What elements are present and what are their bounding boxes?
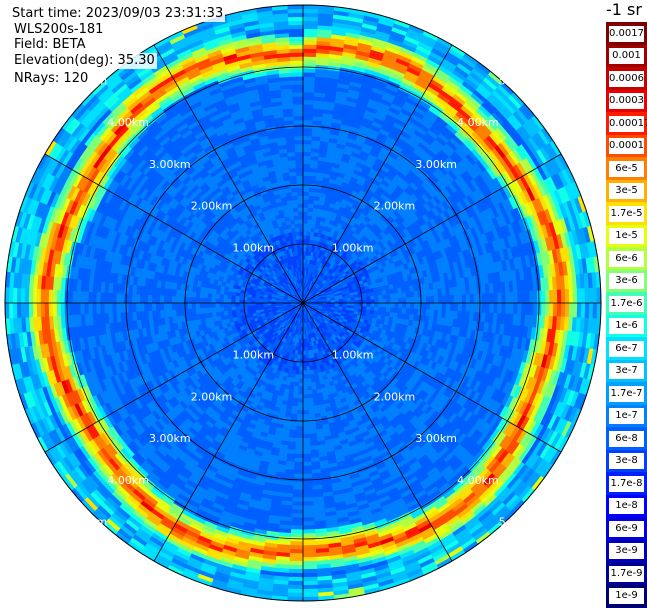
colorbar-level: 6e-9 xyxy=(606,517,647,540)
colorbar-level: 0.0001 xyxy=(606,134,647,158)
colorbar-level: 1.7e-6 xyxy=(606,292,647,315)
colorbar-level: 3e-6 xyxy=(606,269,647,293)
colorbar-level: 1.7e-5 xyxy=(606,202,647,225)
backscatter-field xyxy=(4,4,602,602)
range-label: 5.00km xyxy=(499,516,541,529)
start-time-label: Start time: 2023/09/03 23:31:33 xyxy=(10,6,226,22)
field-label: Field: BETA xyxy=(12,37,88,53)
range-label: 4.00km xyxy=(107,116,149,129)
colorbar-level-label: 6e-8 xyxy=(609,430,644,447)
range-label: 4.00km xyxy=(107,474,149,487)
range-label: 3.00km xyxy=(415,158,457,171)
nrays-label: NRays: 120 xyxy=(12,71,91,87)
colorbar-level: 1.7e-7 xyxy=(606,382,647,405)
range-label: 3.00km xyxy=(149,432,191,445)
colorbar-level-label: 0.0006 xyxy=(609,70,644,87)
range-label: 3.00km xyxy=(415,432,457,445)
colorbar-level-label: 1.7e-5 xyxy=(609,205,644,222)
colorbar: 0.0017 0.001 0.0006 0.0003 0.00017 0.0001 6e-5… xyxy=(606,22,647,608)
range-label: 4.00km xyxy=(457,474,499,487)
colorbar-level: 3e-8 xyxy=(606,449,647,473)
range-label: 5.00km xyxy=(66,516,108,529)
colorbar-level: 3e-5 xyxy=(606,179,647,203)
colorbar-level-label: 0.00017 xyxy=(609,115,647,132)
colorbar-level-label: 1.7e-7 xyxy=(609,385,644,402)
range-label: 1.00km xyxy=(232,349,274,362)
colorbar-level-label: 1.7e-6 xyxy=(609,295,644,312)
range-labels: 1.00km 1.00km 1.00km 1.00km 2.00km 2.00km 2.00… xyxy=(66,74,541,528)
colorbar-level-label: 6e-7 xyxy=(609,340,644,357)
colorbar-level-label: 1e-7 xyxy=(609,408,644,424)
colorbar-level-label: 1e-6 xyxy=(609,318,644,334)
colorbar-level: 1.7e-8 xyxy=(606,472,647,495)
colorbar-level: 6e-5 xyxy=(606,157,647,180)
colorbar-level-label: 6e-6 xyxy=(609,250,644,267)
ppi-plot: 1.00km 1.00km 1.00km 1.00km 2.00km 2.00km 2.00… xyxy=(4,4,602,602)
range-label: 1.00km xyxy=(332,349,374,362)
colorbar-level-label: 1.7e-9 xyxy=(609,565,644,582)
range-label: 2.00km xyxy=(191,390,233,403)
colorbar-level: 1e-8 xyxy=(606,494,647,518)
colorbar-level: 0.0006 xyxy=(606,67,647,90)
colorbar-level: 6e-8 xyxy=(606,427,647,450)
colorbar-level: 0.0017 xyxy=(606,22,647,45)
colorbar-level: 1e-6 xyxy=(606,314,647,338)
colorbar-level-label: 1.7e-8 xyxy=(609,475,644,492)
range-label: 5.00km xyxy=(499,74,541,87)
colorbar-level: 6e-7 xyxy=(606,337,647,360)
range-label: 4.00km xyxy=(457,116,499,129)
elevation-label: Elevation(deg): 35.30 xyxy=(12,53,157,69)
range-label: 2.00km xyxy=(374,390,416,403)
colorbar-level-label: 0.0017 xyxy=(609,25,644,42)
range-label: 3.00km xyxy=(149,158,191,171)
range-label: 1.00km xyxy=(232,241,274,254)
colorbar-level: 1e-9 xyxy=(606,584,647,608)
range-label: 2.00km xyxy=(191,200,233,213)
colorbar-level: 0.001 xyxy=(606,44,647,68)
colorbar-level: 1.7e-9 xyxy=(606,562,647,585)
colorbar-level-label: 6e-9 xyxy=(609,520,644,537)
colorbar-level-label: 3e-7 xyxy=(609,363,644,379)
colorbar-level: 0.00017 xyxy=(606,112,647,135)
colorbar-level: 1e-7 xyxy=(606,404,647,428)
colorbar-level-label: 6e-5 xyxy=(609,160,644,177)
colorbar-level: 1e-5 xyxy=(606,224,647,248)
colorbar-level: 3e-9 xyxy=(606,539,647,563)
colorbar-level: 0.0003 xyxy=(606,89,647,113)
colorbar-level-label: 3e-9 xyxy=(609,543,644,559)
colorbar-level-label: 0.001 xyxy=(609,48,644,64)
colorbar-level-label: 3e-5 xyxy=(609,183,644,199)
range-label: 2.00km xyxy=(374,200,416,213)
colorbar-level: 6e-6 xyxy=(606,247,647,270)
colorbar-level-label: 1e-8 xyxy=(609,498,644,514)
colorbar-level: 3e-7 xyxy=(606,359,647,383)
colorbar-unit: -1 sr xyxy=(606,0,642,19)
instrument-label: WLS200s-181 xyxy=(12,22,106,38)
colorbar-level-label: 0.0003 xyxy=(609,93,644,109)
colorbar-level-label: 3e-8 xyxy=(609,453,644,469)
colorbar-level-label: 3e-6 xyxy=(609,273,644,289)
colorbar-level-label: 0.0001 xyxy=(609,138,644,154)
range-label: 1.00km xyxy=(332,241,374,254)
colorbar-level-label: 1e-5 xyxy=(609,228,644,244)
colorbar-level-label: 1e-9 xyxy=(609,588,644,604)
range-grid xyxy=(4,4,602,602)
